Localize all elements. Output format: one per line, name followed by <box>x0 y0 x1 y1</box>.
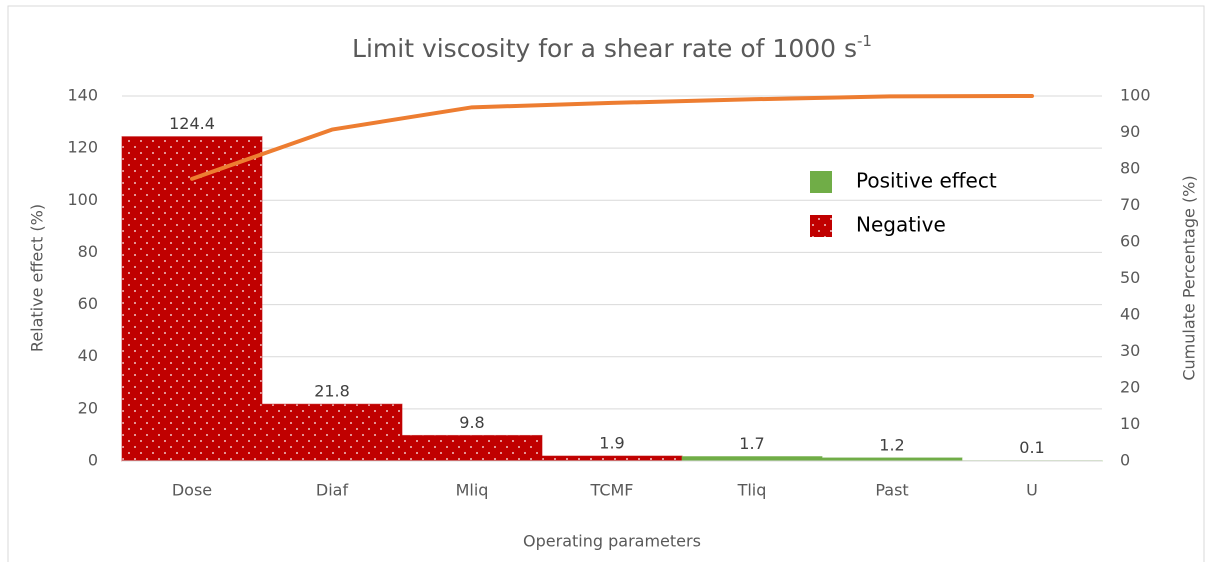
data-label: 1.2 <box>879 435 904 454</box>
y-tick-label: 80 <box>78 242 98 261</box>
cumulative-line <box>190 94 1034 181</box>
y-tick-label: 120 <box>67 138 98 157</box>
title-main: Limit viscosity for a shear rate of 1000… <box>352 34 857 63</box>
legend-swatch <box>810 171 832 193</box>
x-tick-label: U <box>1026 481 1038 500</box>
y2-tick-label: 50 <box>1120 268 1140 287</box>
legend-swatch <box>810 215 832 237</box>
bar <box>541 455 683 462</box>
y2-axis-label: Cumulate Percentage (%) <box>1180 175 1199 380</box>
y-tick-label: 140 <box>67 86 98 105</box>
legend-label: Positive effect <box>856 169 997 193</box>
y2-tick-label: 100 <box>1120 86 1151 105</box>
y2-tick-label: 60 <box>1120 232 1140 251</box>
title-superscript: -1 <box>857 32 872 50</box>
y2-tick-label: 90 <box>1120 122 1140 141</box>
x-tick-label: Past <box>875 481 908 500</box>
x-tick-label: Tliq <box>737 481 767 500</box>
y2-tick-label: 10 <box>1120 414 1140 433</box>
x-axis-label: Operating parameters <box>523 532 701 551</box>
y-tick-label: 100 <box>67 190 98 209</box>
y2-tick-label: 20 <box>1120 378 1140 397</box>
legend-label: Negative <box>856 213 946 237</box>
y-tick-label: 40 <box>78 346 98 365</box>
x-tick-label: TCMF <box>589 481 633 500</box>
data-label: 9.8 <box>459 413 484 432</box>
x-tick-label: Dose <box>172 481 212 500</box>
chart-title: Limit viscosity for a shear rate of 1000… <box>352 32 872 64</box>
x-tick-label: Mliq <box>456 481 489 500</box>
y-axis-label: Relative effect (%) <box>28 204 47 352</box>
y2-tick-label: 30 <box>1120 341 1140 360</box>
y2-tick-label: 70 <box>1120 195 1140 214</box>
y2-tick-label: 40 <box>1120 305 1140 324</box>
data-label: 21.8 <box>314 382 350 401</box>
data-label: 1.7 <box>739 434 764 453</box>
data-label: 0.1 <box>1019 438 1044 457</box>
bar <box>401 434 543 462</box>
y-tick-label: 60 <box>78 294 98 313</box>
y-tick-label: 0 <box>88 451 98 470</box>
bar <box>261 403 403 462</box>
y2-tick-label: 0 <box>1120 451 1130 470</box>
y2-tick-label: 80 <box>1120 159 1140 178</box>
bar <box>121 136 263 462</box>
y-tick-label: 20 <box>78 398 98 417</box>
bar <box>681 456 823 462</box>
data-label: 1.9 <box>599 434 624 453</box>
x-tick-label: Diaf <box>316 481 349 500</box>
data-label: 124.4 <box>169 114 215 133</box>
